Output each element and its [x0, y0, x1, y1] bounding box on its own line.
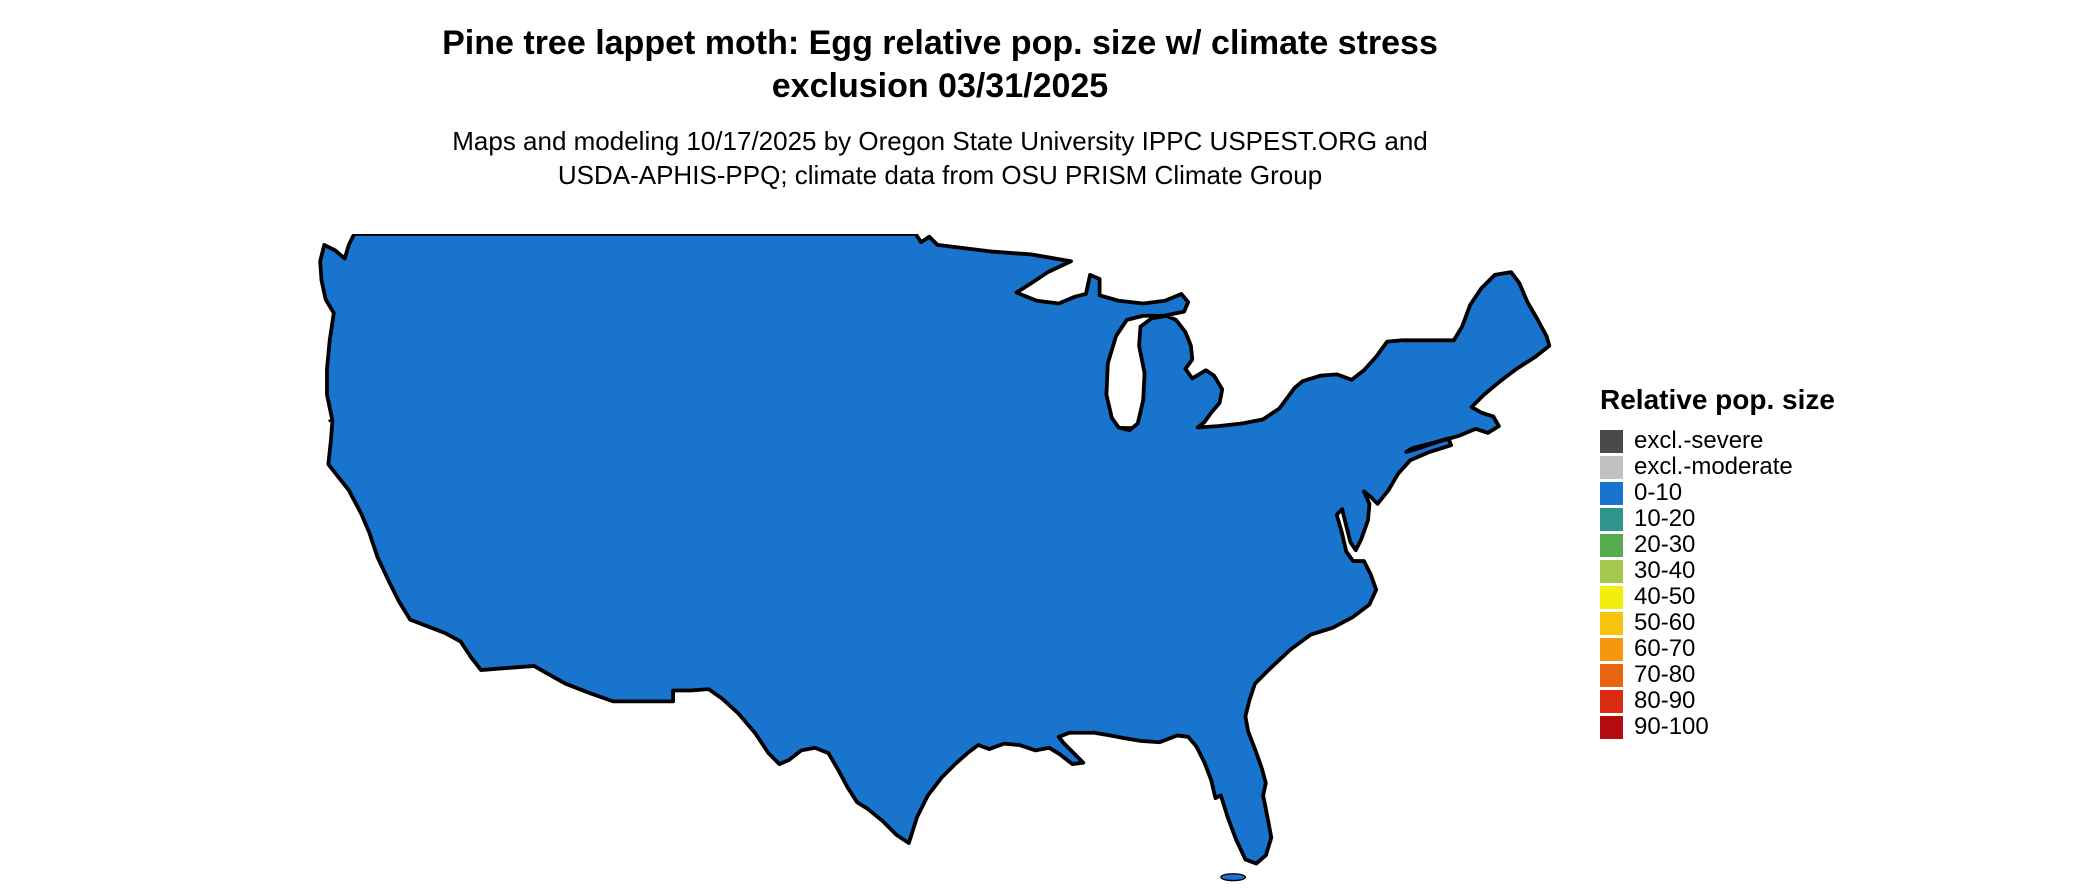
legend-swatch-excl-moderate [1600, 455, 1623, 479]
legend-swatch-80-90 [1600, 689, 1623, 713]
legend-item-10-20: 10-20 [1600, 505, 1835, 532]
legend: Relative pop. size excl.-severe excl.-mo… [1600, 384, 1835, 740]
legend-label-40-50: 40-50 [1634, 583, 1696, 610]
legend-title: Relative pop. size [1600, 384, 1835, 415]
legend-swatch-20-30 [1600, 533, 1623, 557]
legend-swatch-30-40 [1600, 559, 1623, 583]
legend-swatch-50-60 [1600, 611, 1623, 635]
us-population-map [312, 234, 1552, 892]
legend-swatch-0-10 [1600, 481, 1623, 505]
legend-item-excl-moderate: excl.-moderate [1600, 453, 1835, 480]
legend-label-70-80: 70-80 [1634, 661, 1696, 688]
legend-item-20-30: 20-30 [1600, 531, 1835, 558]
legend-item-90-100: 90-100 [1600, 713, 1835, 740]
legend-label-0-10: 0-10 [1634, 479, 1683, 506]
legend-item-80-90: 80-90 [1600, 687, 1835, 714]
us-map-svg [318, 234, 1552, 882]
legend-label-20-30: 20-30 [1634, 531, 1696, 558]
map-subtitle: Maps and modeling 10/17/2025 by Oregon S… [0, 124, 1880, 192]
legend-label-30-40: 30-40 [1634, 557, 1696, 584]
legend-label-80-90: 80-90 [1634, 687, 1696, 714]
map-title-line1: Pine tree lappet moth: Egg relative pop.… [442, 24, 1438, 62]
legend-label-10-20: 10-20 [1634, 505, 1696, 532]
legend-item-excl-severe: excl.-severe [1600, 427, 1835, 454]
map-title-line2: exclusion 03/31/2025 [771, 67, 1109, 105]
florida-keys [1220, 873, 1247, 882]
legend-item-50-60: 50-60 [1600, 609, 1835, 636]
legend-item-70-80: 70-80 [1600, 661, 1835, 688]
legend-label-90-100: 90-100 [1634, 713, 1709, 740]
legend-label-excl-moderate: excl.-moderate [1634, 453, 1793, 480]
legend-swatch-90-100 [1600, 715, 1623, 739]
legend-label-50-60: 50-60 [1634, 609, 1696, 636]
legend-swatch-40-50 [1600, 585, 1623, 609]
legend-swatch-10-20 [1600, 507, 1623, 531]
legend-label-60-70: 60-70 [1634, 635, 1696, 662]
legend-swatch-excl-severe [1600, 429, 1623, 453]
legend-item-30-40: 30-40 [1600, 557, 1835, 584]
legend-label-excl-severe: excl.-severe [1634, 427, 1764, 454]
us-outline [318, 234, 1552, 866]
legend-swatch-70-80 [1600, 663, 1623, 687]
map-title: Pine tree lappet moth: Egg relative pop.… [0, 22, 1880, 108]
map-subtitle-line1: Maps and modeling 10/17/2025 by Oregon S… [452, 126, 1428, 156]
legend-item-40-50: 40-50 [1600, 583, 1835, 610]
map-subtitle-line2: USDA-APHIS-PPQ; climate data from OSU PR… [557, 160, 1323, 190]
legend-item-0-10: 0-10 [1600, 479, 1835, 506]
legend-swatch-60-70 [1600, 637, 1623, 661]
legend-item-60-70: 60-70 [1600, 635, 1835, 662]
